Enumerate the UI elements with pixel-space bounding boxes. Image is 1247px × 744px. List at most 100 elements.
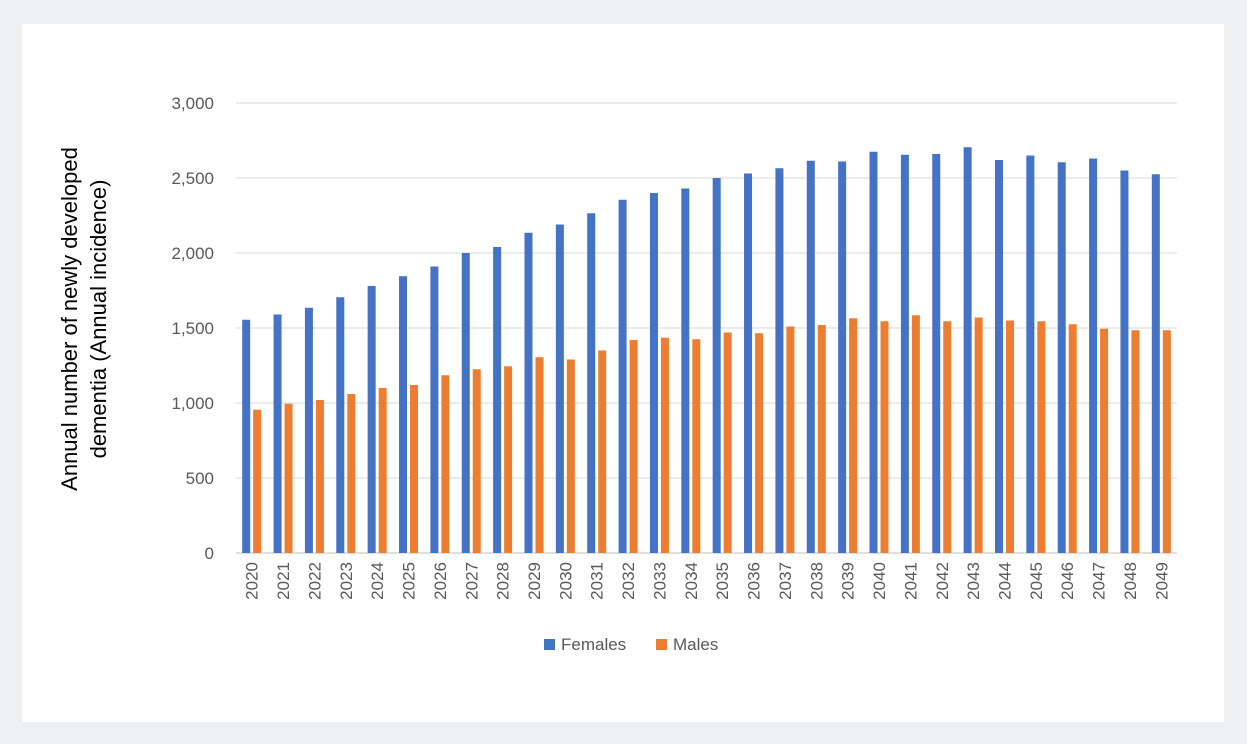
bar-females-2034 xyxy=(681,188,690,553)
x-axis-ticks: 2020 2021 2022 2023 2024 2025 2026 2027 2028 2029… xyxy=(243,562,1172,600)
y-axis-ticks: 0 500 1,000 1,500 2,000 2,500 3,000 xyxy=(171,94,214,563)
legend-label-males: Males xyxy=(673,635,718,654)
x-tick-label: 2046 xyxy=(1058,562,1077,600)
y-axis-title-line-1: Annual number of newly developed xyxy=(57,147,82,491)
x-tick-label: 2040 xyxy=(870,562,889,600)
bar-males-2037 xyxy=(786,326,795,553)
bar-males-2048 xyxy=(1131,330,1140,553)
bar-females-2049 xyxy=(1151,174,1160,553)
bar-males-2030 xyxy=(566,359,575,553)
x-tick-label: 2023 xyxy=(337,562,356,600)
y-tick-label: 2,000 xyxy=(171,244,214,263)
x-tick-label: 2045 xyxy=(1027,562,1046,600)
x-tick-label: 2027 xyxy=(462,562,481,600)
x-tick-label: 2028 xyxy=(494,562,513,600)
y-axis-title: Annual number of newly developed dementi… xyxy=(57,147,111,491)
bar-males-2023 xyxy=(347,394,356,553)
gridlines xyxy=(236,102,1177,554)
x-tick-label: 2020 xyxy=(243,562,262,600)
bar-males-2046 xyxy=(1068,324,1077,553)
bar-males-2028 xyxy=(504,366,513,553)
x-tick-label: 2032 xyxy=(619,562,638,600)
x-tick-label: 2049 xyxy=(1152,562,1171,600)
bar-females-2022 xyxy=(304,307,313,553)
y-tick-label: 2,500 xyxy=(171,169,214,188)
bar-males-2031 xyxy=(598,350,607,553)
bar-females-2020 xyxy=(242,319,251,553)
bar-females-2044 xyxy=(994,160,1003,553)
x-tick-label: 2041 xyxy=(901,562,920,600)
bar-males-2045 xyxy=(1037,321,1046,553)
bar-females-2027 xyxy=(461,253,470,553)
bar-females-2028 xyxy=(493,247,502,553)
x-tick-label: 2048 xyxy=(1121,562,1140,600)
bar-males-2047 xyxy=(1100,328,1109,553)
bar-males-2040 xyxy=(880,321,889,553)
x-tick-label: 2031 xyxy=(588,562,607,600)
bar-males-2029 xyxy=(535,357,544,553)
bar-females-2029 xyxy=(524,232,533,553)
y-tick-label: 500 xyxy=(186,469,214,488)
bar-males-2033 xyxy=(660,337,669,553)
bar-females-2036 xyxy=(744,173,753,553)
x-tick-label: 2036 xyxy=(745,562,764,600)
y-tick-label: 1,000 xyxy=(171,394,214,413)
bar-males-2034 xyxy=(692,339,701,553)
bar-females-2045 xyxy=(1026,155,1035,553)
bar-females-2024 xyxy=(367,286,376,553)
bar-females-2026 xyxy=(430,266,439,553)
bar-females-2039 xyxy=(838,161,847,553)
bar-females-2042 xyxy=(932,154,941,553)
bar-males-2022 xyxy=(315,400,324,553)
bar-females-2047 xyxy=(1089,158,1098,553)
bar-females-2046 xyxy=(1057,162,1066,553)
bar-males-2043 xyxy=(974,317,983,553)
bar-males-2042 xyxy=(943,321,952,553)
x-tick-label: 2029 xyxy=(525,562,544,600)
x-tick-label: 2022 xyxy=(305,562,324,600)
bar-females-2043 xyxy=(963,147,972,553)
bar-females-2048 xyxy=(1120,170,1129,553)
bar-females-2038 xyxy=(806,160,815,553)
y-tick-label: 3,000 xyxy=(171,94,214,113)
bar-males-2027 xyxy=(472,369,481,553)
bar-males-2035 xyxy=(723,332,732,553)
x-tick-label: 2042 xyxy=(933,562,952,600)
bar-females-2023 xyxy=(336,297,345,553)
bar-females-2025 xyxy=(399,276,408,553)
bars xyxy=(242,147,1171,553)
bar-males-2038 xyxy=(817,325,826,553)
bar-males-2036 xyxy=(755,333,764,553)
bar-males-2049 xyxy=(1162,330,1171,553)
legend-label-females: Females xyxy=(561,635,626,654)
bar-females-2033 xyxy=(649,193,658,553)
bar-males-2021 xyxy=(284,403,293,553)
y-tick-label: 0 xyxy=(205,544,214,563)
x-tick-label: 2026 xyxy=(431,562,450,600)
bar-males-2025 xyxy=(410,385,419,553)
chart-card: 0 500 1,000 1,500 2,000 2,500 3,000 2020 2021 20… xyxy=(22,24,1224,722)
bar-males-2026 xyxy=(441,375,450,553)
x-tick-label: 2037 xyxy=(776,562,795,600)
x-tick-label: 2024 xyxy=(368,562,387,600)
bar-males-2039 xyxy=(849,318,858,553)
legend: Females Males xyxy=(544,635,718,654)
x-tick-label: 2047 xyxy=(1090,562,1109,600)
x-tick-label: 2043 xyxy=(964,562,983,600)
bar-males-2020 xyxy=(253,409,262,553)
bar-females-2041 xyxy=(900,154,909,553)
x-tick-label: 2033 xyxy=(650,562,669,600)
x-tick-label: 2044 xyxy=(995,562,1014,600)
x-tick-label: 2034 xyxy=(682,562,701,600)
y-axis-title-line-2: dementia (Annual incidence) xyxy=(86,180,111,459)
y-tick-label: 1,500 xyxy=(171,319,214,338)
bar-males-2044 xyxy=(1005,320,1014,553)
bar-females-2037 xyxy=(775,168,784,553)
bar-females-2030 xyxy=(555,224,564,553)
bar-males-2024 xyxy=(378,388,387,553)
x-tick-label: 2035 xyxy=(713,562,732,600)
bar-females-2040 xyxy=(869,151,878,553)
legend-swatch-females xyxy=(544,639,555,650)
x-tick-label: 2038 xyxy=(807,562,826,600)
